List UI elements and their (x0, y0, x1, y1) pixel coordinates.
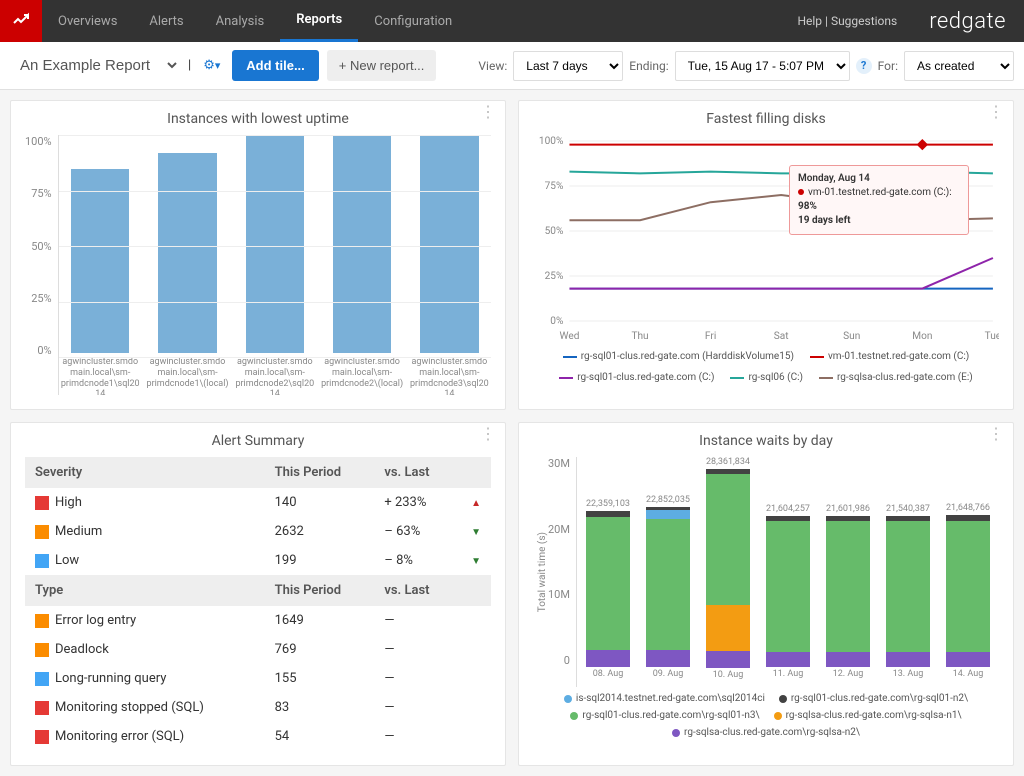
ending-label: Ending: (629, 59, 668, 73)
legend-item[interactable]: rg-sql01-clus.red-gate.com (C:) (559, 372, 714, 383)
col-severity: Severity (25, 457, 265, 488)
bar[interactable]: agwincluster.smdomain.local\sm-primdcnod… (320, 135, 403, 395)
help-links: Help | Suggestions (797, 0, 911, 42)
stack-plot: 22,359,10308. Aug22,852,03509. Aug28,361… (576, 457, 999, 687)
stack-bar[interactable]: 22,359,10308. Aug (581, 457, 635, 687)
svg-text:Sun: Sun (843, 331, 860, 342)
table-row: Deadlock769— (25, 635, 491, 664)
table-row: Monitoring stopped (SQL)83— (25, 693, 491, 722)
tile-title: Fastest filling disks (533, 111, 999, 127)
legend-item[interactable]: rg-sqlsa-clus.red-gate.com\rg-sqlsa-n1\ (774, 710, 962, 721)
svg-text:Sat: Sat (774, 331, 789, 342)
stack-legend: is-sql2014.testnet.red-gate.com\sql2014c… (533, 693, 999, 738)
new-report-button[interactable]: + New report... (327, 50, 437, 81)
table-row: Monitoring error (SQL)54— (25, 722, 491, 751)
svg-text:Fri: Fri (705, 331, 716, 342)
line-chart: 0% 25% 50% 75% 100% Wed Thu Fri Sat Sun Mon Tue Mon… (533, 135, 999, 345)
tile-title: Instance waits by day (533, 433, 999, 449)
table-row: Error log entry1649— (25, 606, 491, 635)
tile-waits: ⋮ Instance waits by day Total wait time … (518, 422, 1014, 766)
nav-alerts[interactable]: Alerts (133, 0, 199, 42)
stack-yaxis: 30M20M10M0 (548, 457, 576, 687)
table-row: Long-running query155— (25, 664, 491, 693)
bar[interactable]: agwincluster.smdomain.local\sm-primdcnod… (408, 135, 491, 395)
svg-text:75%: 75% (545, 181, 564, 192)
nav-configuration[interactable]: Configuration (358, 0, 468, 42)
for-label: For: (878, 59, 898, 73)
tile-title: Instances with lowest uptime (25, 111, 491, 127)
col-vs: vs. Last (374, 457, 491, 488)
stack-bar[interactable]: 21,604,25711. Aug (761, 457, 815, 687)
col-period: This Period (265, 575, 375, 606)
nav-reports[interactable]: Reports (280, 0, 358, 42)
svg-text:100%: 100% (539, 136, 563, 147)
tile-alerts: ⋮ Alert Summary Severity This Period vs.… (10, 422, 506, 766)
help-link[interactable]: Help (797, 14, 822, 28)
line-legend: rg-sql01-clus.red-gate.com (HarddiskVolu… (533, 351, 999, 383)
topbar: OverviewsAlertsAnalysisReportsConfigurat… (0, 0, 1024, 42)
brand-logo[interactable] (0, 0, 42, 42)
svg-text:Thu: Thu (631, 331, 648, 342)
svg-text:0%: 0% (550, 316, 563, 327)
legend-item[interactable]: rg-sql01-clus.red-gate.com\rg-sql01-n3\ (570, 710, 759, 721)
bar-plot: agwincluster.smdomain.local\sm-primdcnod… (58, 135, 491, 395)
svg-text:25%: 25% (545, 271, 564, 282)
col-type: Type (25, 575, 265, 606)
add-tile-button[interactable]: Add tile... (232, 50, 319, 81)
legend-item[interactable]: is-sql2014.testnet.red-gate.com\sql2014c… (564, 693, 765, 704)
table-row: Low199– 8%▼ (25, 546, 491, 575)
legend-item[interactable]: rg-sqlsa-clus.red-gate.com (E:) (819, 372, 973, 383)
report-toolbar: An Example Report | ⚙▾ Add tile... + New… (0, 42, 1024, 90)
view-select[interactable]: Last 7 days (513, 51, 623, 81)
help-icon[interactable]: ? (856, 58, 872, 74)
col-period: This Period (265, 457, 375, 488)
tile-menu-icon[interactable]: ⋮ (480, 429, 497, 439)
tile-menu-icon[interactable]: ⋮ (988, 429, 1005, 439)
col-vs: vs. Last (374, 575, 491, 606)
stack-bar[interactable]: 21,601,98612. Aug (821, 457, 875, 687)
legend-item[interactable]: rg-sqlsa-clus.red-gate.com\rg-sqlsa-n2\ (672, 727, 860, 738)
svg-text:50%: 50% (545, 226, 564, 237)
suggestions-link[interactable]: Suggestions (831, 14, 897, 28)
tile-disks: ⋮ Fastest filling disks 0% 25% 50% 75% 100% W… (518, 100, 1014, 410)
nav-overviews[interactable]: Overviews (42, 0, 133, 42)
legend-item[interactable]: vm-01.testnet.red-gate.com (C:) (810, 351, 969, 362)
tile-uptime: ⋮ Instances with lowest uptime 100%75%50… (10, 100, 506, 410)
bar[interactable]: agwincluster.smdomain.local\sm-primdcnod… (233, 135, 316, 395)
report-selector[interactable]: An Example Report (10, 50, 180, 81)
bar[interactable]: agwincluster.smdomain.local\sm-primdcnod… (146, 135, 229, 395)
table-row: Medium2632– 63%▼ (25, 517, 491, 546)
gear-icon[interactable]: ⚙▾ (199, 54, 224, 77)
alert-table: Severity This Period vs. Last High140+ 2… (25, 457, 491, 751)
legend-item[interactable]: rg-sql01-clus.red-gate.com (HarddiskVolu… (563, 351, 794, 362)
svg-text:Mon: Mon (912, 331, 932, 342)
main-nav: OverviewsAlertsAnalysisReportsConfigurat… (42, 0, 468, 42)
svg-text:Tue: Tue (985, 331, 999, 342)
stack-bar[interactable]: 21,540,38713. Aug (881, 457, 935, 687)
brand-wordmark: redgate (911, 0, 1024, 42)
ending-select[interactable]: Tue, 15 Aug 17 - 5:07 PM (675, 51, 850, 81)
table-row: High140+ 233%▲ (25, 488, 491, 517)
bar-yaxis: 100%75%50%25%0% (25, 135, 58, 395)
chart-tooltip: Monday, Aug 14 vm-01.testnet.red-gate.co… (789, 165, 969, 235)
stack-bar[interactable]: 28,361,83410. Aug (701, 457, 755, 687)
svg-text:Wed: Wed (560, 331, 580, 342)
for-select[interactable]: As created (904, 51, 1014, 81)
tile-menu-icon[interactable]: ⋮ (480, 107, 497, 117)
legend-item[interactable]: rg-sql01-clus.red-gate.com\rg-sql01-n2\ (779, 693, 968, 704)
tile-menu-icon[interactable]: ⋮ (988, 107, 1005, 117)
stack-bar[interactable]: 21,648,76614. Aug (941, 457, 995, 687)
legend-item[interactable]: rg-sql06 (C:) (730, 372, 803, 383)
view-label: View: (478, 59, 507, 73)
stack-ylabel: Total wait time (s) (533, 532, 548, 612)
bar[interactable]: agwincluster.smdomain.local\sm-primdcnod… (59, 135, 142, 395)
tile-title: Alert Summary (25, 433, 491, 449)
nav-analysis[interactable]: Analysis (200, 0, 281, 42)
stack-bar[interactable]: 22,852,03509. Aug (641, 457, 695, 687)
